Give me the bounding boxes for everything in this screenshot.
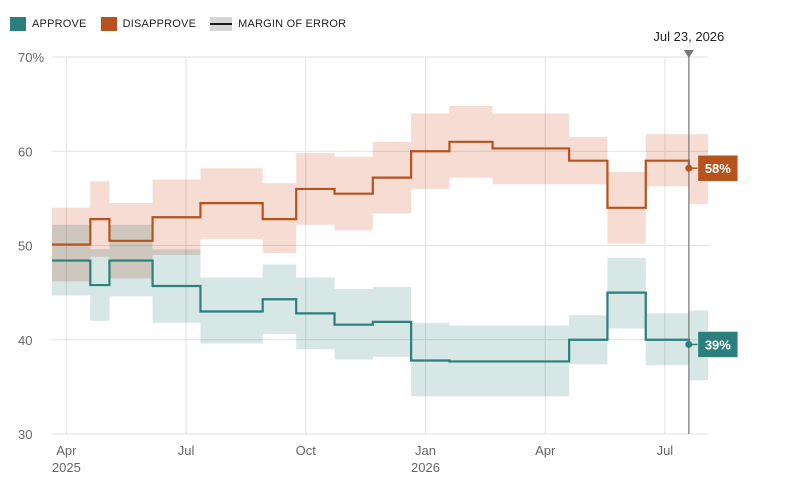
x-tick-label: Oct xyxy=(296,443,317,458)
x-tick-label: Apr xyxy=(535,443,556,458)
legend-disapprove: DISAPPROVE xyxy=(100,17,197,31)
line-layer xyxy=(52,140,690,363)
y-tick-label: 70% xyxy=(18,50,44,65)
axis-layer: 30 40 50 60 70% Apr 2025 Jul Oct Jan 2026 Apr Jul xyxy=(18,50,673,475)
approve-end-label: 39% xyxy=(705,337,731,352)
y-tick-label: 40 xyxy=(18,333,32,348)
x-year-label: 2026 xyxy=(411,460,440,475)
x-tick-label: Jul xyxy=(178,443,195,458)
x-tick-label: Jul xyxy=(657,443,674,458)
current-date-label: Jul 23, 2026 xyxy=(653,29,724,44)
x-year-label: 2025 xyxy=(52,460,81,475)
disapprove-moe-band xyxy=(52,106,708,282)
band-layer xyxy=(52,106,708,397)
approve-end-badge xyxy=(697,331,739,358)
x-tick-label: Jan xyxy=(415,443,436,458)
legend-moe-label: MARGIN OF ERROR xyxy=(238,18,347,30)
approve-line xyxy=(52,259,690,363)
disapprove-line xyxy=(52,140,690,246)
current-date-triangle xyxy=(683,50,694,58)
approve-swatch xyxy=(10,17,26,31)
margin-of-error-swatch xyxy=(210,17,233,31)
marker-layer: Jul 23, 2026 58% 39% xyxy=(653,29,739,434)
approve-moe-band xyxy=(52,224,708,397)
x-tick-label: Apr xyxy=(56,443,77,458)
disapprove-end-dot xyxy=(685,164,693,172)
disapprove-end-badge xyxy=(697,154,739,182)
approve-end-dot xyxy=(685,340,693,348)
legend: APPROVE DISAPPROVE MARGIN OF ERROR xyxy=(10,14,346,34)
legend-approve: APPROVE xyxy=(10,17,87,31)
disapprove-end-label: 58% xyxy=(705,161,731,176)
y-tick-label: 30 xyxy=(18,427,32,442)
legend-approve-label: APPROVE xyxy=(32,18,87,30)
y-tick-label: 60 xyxy=(18,144,32,159)
disapprove-swatch xyxy=(100,17,117,31)
legend-disapprove-label: DISAPPROVE xyxy=(122,18,197,30)
y-tick-label: 50 xyxy=(18,239,32,254)
legend-moe: MARGIN OF ERROR xyxy=(210,17,346,31)
